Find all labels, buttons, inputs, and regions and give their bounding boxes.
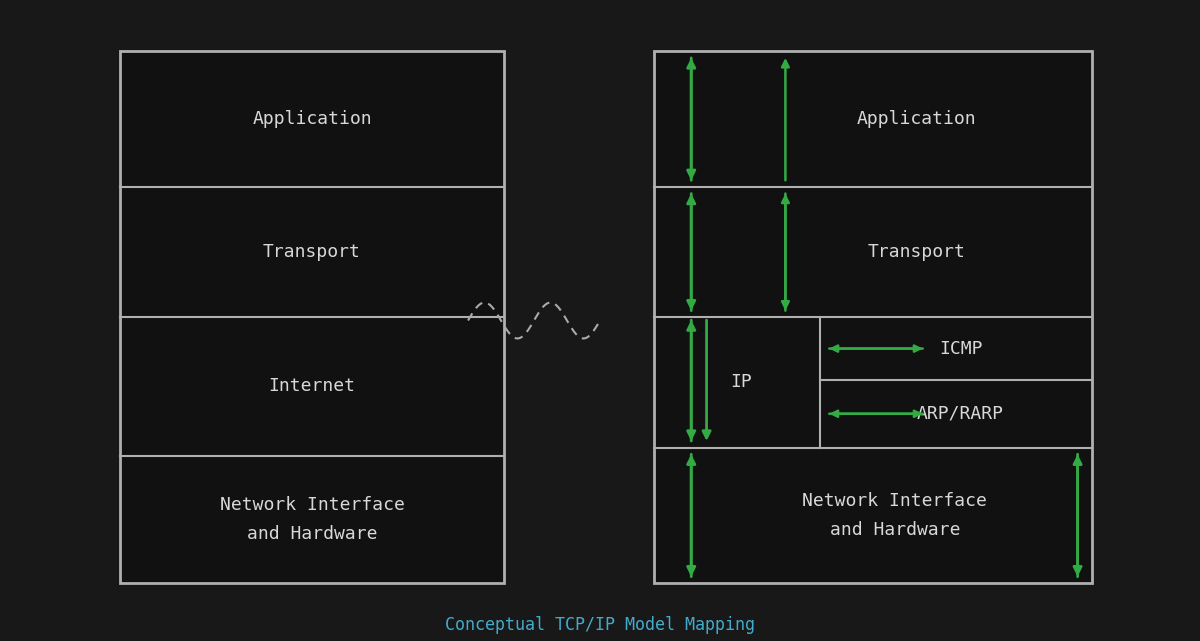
- Bar: [120, 51, 504, 583]
- Bar: [654, 51, 1092, 583]
- Text: ARP/RARP: ARP/RARP: [917, 404, 1004, 423]
- Text: Application: Application: [252, 110, 372, 128]
- Text: Conceptual TCP/IP Model Mapping: Conceptual TCP/IP Model Mapping: [445, 616, 755, 634]
- Text: Internet: Internet: [269, 378, 355, 395]
- Text: IP: IP: [731, 374, 752, 392]
- Text: Application: Application: [857, 110, 977, 128]
- Text: Network Interface
and Hardware: Network Interface and Hardware: [220, 496, 404, 543]
- Text: Network Interface
and Hardware: Network Interface and Hardware: [803, 492, 988, 539]
- Text: ICMP: ICMP: [938, 340, 983, 358]
- Text: Transport: Transport: [868, 243, 966, 261]
- Text: Transport: Transport: [263, 243, 361, 261]
